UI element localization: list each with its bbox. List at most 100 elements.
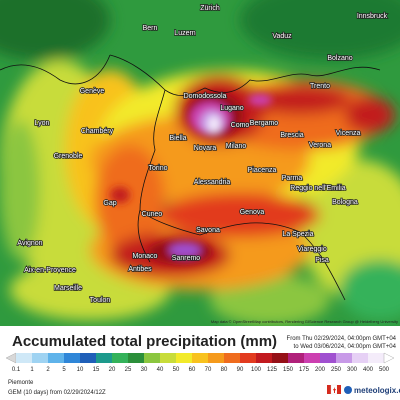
region: Piemonte (8, 380, 34, 386)
colorbar-cell (208, 353, 225, 363)
borders (0, 54, 381, 301)
colorbar-cell (304, 353, 321, 363)
colorbar-cell (272, 353, 289, 363)
city-label: Pisa (315, 257, 329, 264)
colorbar-label: 70 (205, 367, 212, 373)
city-label: Alessandria (194, 179, 231, 186)
colorbar-cell (48, 353, 65, 363)
city-label: La Spezia (282, 231, 313, 238)
colorbar-label: 150 (283, 367, 294, 373)
city-label: Bolzano (327, 55, 352, 62)
city-label: Bergamo (250, 120, 279, 127)
city-label: Innsbruck (357, 13, 388, 20)
colorbar-label: 100 (251, 367, 262, 373)
colorbar-label: 5 (62, 367, 66, 373)
colorbar-cell (288, 353, 305, 363)
colorbar-label: 200 (315, 367, 326, 373)
city-label: Trento (310, 83, 330, 90)
colorbar-cell (352, 353, 369, 363)
colorbar-label: 50 (173, 367, 180, 373)
colorbar-cell (128, 353, 145, 363)
colorbar-label: 80 (221, 367, 228, 373)
colorbar-label: 30 (141, 367, 148, 373)
colorbar-label: 20 (109, 367, 116, 373)
city-label: Brescia (280, 132, 303, 139)
colorbar-cell (368, 353, 385, 363)
colorbar-cell (32, 353, 49, 363)
logo: meteologix.com (327, 384, 400, 395)
colorbar-label: 2 (46, 367, 50, 373)
colorbar-cell (320, 353, 337, 363)
colorbar-cell (80, 353, 97, 363)
city-label: Bologna (332, 199, 358, 206)
colorbar-label: 1 (30, 367, 34, 373)
colorbar-label: 25 (125, 367, 132, 373)
city-label: Gap (103, 200, 116, 207)
city-label: Zürich (200, 5, 220, 12)
city-label: Torino (148, 165, 167, 172)
colorbar-cell (96, 353, 113, 363)
colorbar-label: 60 (189, 367, 196, 373)
city-label: Genova (240, 209, 265, 216)
city-label: Vicenza (336, 130, 361, 137)
city-label: Grenoble (54, 153, 83, 160)
city-label: Domodossola (184, 93, 227, 100)
colorbar-cell (224, 353, 241, 363)
precip-field (0, 0, 400, 326)
city-label: Aix-en-Provence (24, 267, 76, 274)
colorbar-label: 15 (93, 367, 100, 373)
city-label: Avignon (17, 240, 42, 247)
city-label: Cuneo (142, 211, 163, 218)
city-label: Como (231, 122, 250, 129)
city-label: Luzern (174, 30, 196, 37)
colorbar-cell (240, 353, 257, 363)
colorbar-arrow-left (5, 352, 17, 364)
city-label: Monaco (133, 253, 158, 260)
colorbar-cell (112, 353, 129, 363)
colorbar-label: 250 (331, 367, 342, 373)
city-label: Genève (80, 88, 105, 95)
colorbar-cell (160, 353, 177, 363)
period-from: From Thu 02/29/2024, 04:00pm GMT+04 (287, 336, 397, 342)
colorbar-cell (176, 353, 193, 363)
city-label: Biella (169, 135, 186, 142)
colorbar-label: 10 (77, 367, 84, 373)
city-label: Vaduz (272, 33, 292, 40)
colorbar-label: 175 (299, 367, 310, 373)
city-label: Marseille (54, 285, 82, 292)
brand: meteologix.com (354, 386, 400, 395)
colorbar-cell (192, 353, 209, 363)
city-label: Sanremo (172, 255, 201, 262)
colorbar-arrow-right (383, 352, 395, 364)
colorbar-label: 500 (379, 367, 390, 373)
colorbar-label: 90 (237, 367, 244, 373)
city-label: Milano (226, 143, 247, 150)
city-label: Antibes (128, 266, 152, 273)
city-label: Reggio nell'Emilia (290, 185, 346, 192)
colorbar-label: 300 (347, 367, 358, 373)
city-label: Bern (143, 25, 158, 32)
period-to: to Wed 03/06/2024, 04:00pm GMT+04 (294, 344, 397, 350)
legend-title: Accumulated total precipitation (mm) (12, 333, 277, 350)
city-label: Parma (282, 175, 303, 182)
city-label: Toulon (90, 297, 111, 304)
attribution: Map data © OpenStreetMap contributors, R… (211, 319, 398, 324)
colorbar-cell (64, 353, 81, 363)
colorbar-cell (16, 353, 33, 363)
city-label: Savona (196, 227, 220, 234)
colorbar: 0.1 1 2 5 10 15 20 25 30 40 50 60 70 80 90 100 125 150 175… (5, 352, 395, 373)
model-run: GEM (10 days) from 02/29/2024/12Z (8, 390, 106, 396)
colorbar-label: 400 (363, 367, 374, 373)
colorbar-label: 125 (267, 367, 278, 373)
city-label: Lugano (220, 105, 243, 112)
colorbar-cell (144, 353, 161, 363)
city-label: Verona (309, 142, 331, 149)
city-label: Chambéry (81, 128, 114, 135)
city-label: Novara (194, 145, 217, 152)
colorbar-cell (336, 353, 353, 363)
city-label: Lyon (35, 120, 50, 127)
colorbar-label: 0.1 (12, 367, 21, 373)
city-label: Viareggio (297, 246, 327, 253)
